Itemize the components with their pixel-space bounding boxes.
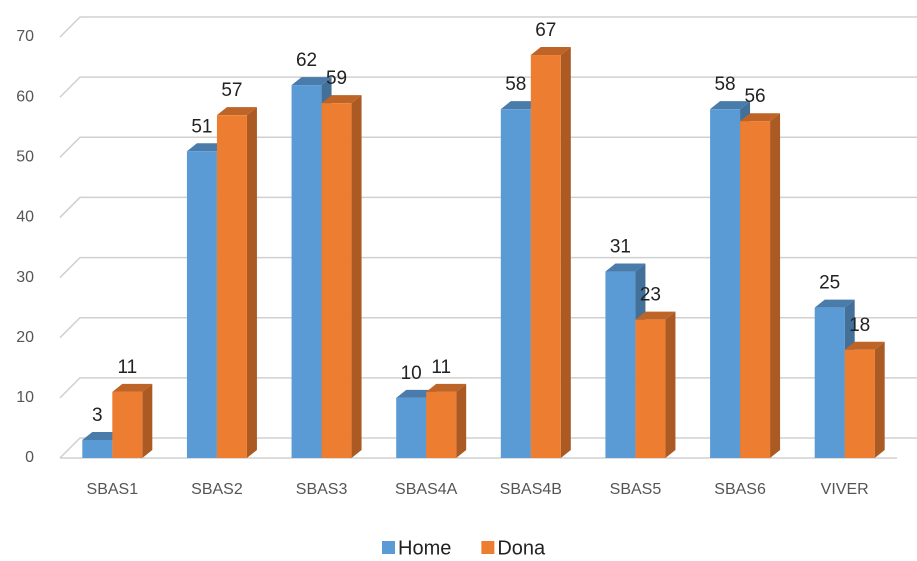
bar-top <box>321 95 362 104</box>
x-tick-label: SBAS5 <box>610 481 662 498</box>
grid-line <box>59 16 917 38</box>
x-tick-label: SBAS2 <box>191 481 243 498</box>
value-label: 10 <box>401 363 422 384</box>
value-label: 25 <box>819 273 840 294</box>
x-tick-label: SBAS1 <box>87 481 139 498</box>
value-label: 57 <box>221 80 242 101</box>
grid-line <box>59 136 917 158</box>
y-tick-label: 40 <box>16 209 34 226</box>
bar-top <box>710 101 751 110</box>
value-label: 59 <box>326 68 347 89</box>
value-label: 62 <box>296 50 317 71</box>
bar-side <box>142 383 153 458</box>
bar <box>710 109 741 459</box>
x-tick-label: SBAS6 <box>714 481 766 498</box>
legend-swatch <box>382 541 395 554</box>
value-label: 51 <box>191 116 212 137</box>
y-tick-label: 50 <box>16 149 34 166</box>
grid-line <box>59 196 917 218</box>
bar <box>112 391 143 458</box>
bar <box>396 397 427 458</box>
y-tick-label: 20 <box>16 329 34 346</box>
x-tick-label: VIVER <box>821 481 869 498</box>
x-tick-label: SBAS4B <box>500 481 562 498</box>
y-tick-label: 30 <box>16 269 34 286</box>
y-tick-label: 70 <box>16 28 34 45</box>
bar <box>605 271 636 458</box>
value-label: 56 <box>744 86 765 107</box>
x-tick-label: SBAS3 <box>296 481 348 498</box>
legend-label: Dona <box>497 537 546 559</box>
bar-top <box>605 263 646 272</box>
value-label: 11 <box>117 357 137 378</box>
bar <box>216 115 247 458</box>
value-label: 23 <box>640 285 661 306</box>
legend-label: Home <box>398 537 451 559</box>
bar-side <box>665 311 676 458</box>
bar <box>321 103 352 459</box>
legend-swatch <box>481 541 495 554</box>
bar-top <box>635 311 676 320</box>
bar-top <box>530 47 571 56</box>
grid-line <box>59 76 917 98</box>
bar-side <box>456 383 467 458</box>
value-label: 3 <box>92 405 103 426</box>
bar-side <box>874 341 885 458</box>
y-tick-label: 0 <box>25 449 34 466</box>
bar <box>186 151 217 458</box>
value-label: 58 <box>505 74 526 95</box>
value-label: 11 <box>431 357 451 378</box>
bar-top <box>112 383 153 392</box>
value-label: 58 <box>714 74 735 95</box>
bar-side <box>770 113 781 458</box>
bar-side <box>351 95 362 459</box>
bar <box>530 55 561 459</box>
y-tick-label: 10 <box>16 389 34 406</box>
bar <box>814 307 845 458</box>
bar <box>740 121 771 458</box>
value-label: 67 <box>535 20 556 41</box>
value-label: 31 <box>610 237 631 258</box>
grid-line <box>59 256 917 279</box>
value-label: 18 <box>849 315 870 336</box>
bar-side <box>246 107 257 458</box>
bar <box>635 319 666 458</box>
x-tick-label: SBAS4A <box>395 481 458 498</box>
bar-top <box>216 107 257 116</box>
bar-top <box>740 113 781 122</box>
bar <box>82 439 113 458</box>
bar <box>426 391 457 458</box>
bar-top <box>291 77 332 86</box>
bar <box>844 349 875 458</box>
bar <box>291 85 322 458</box>
bar <box>500 109 531 459</box>
y-tick-label: 60 <box>16 88 34 105</box>
bar-top <box>426 383 467 392</box>
bar-side <box>560 47 571 459</box>
bar-top <box>814 299 855 308</box>
bar-top <box>844 341 885 350</box>
